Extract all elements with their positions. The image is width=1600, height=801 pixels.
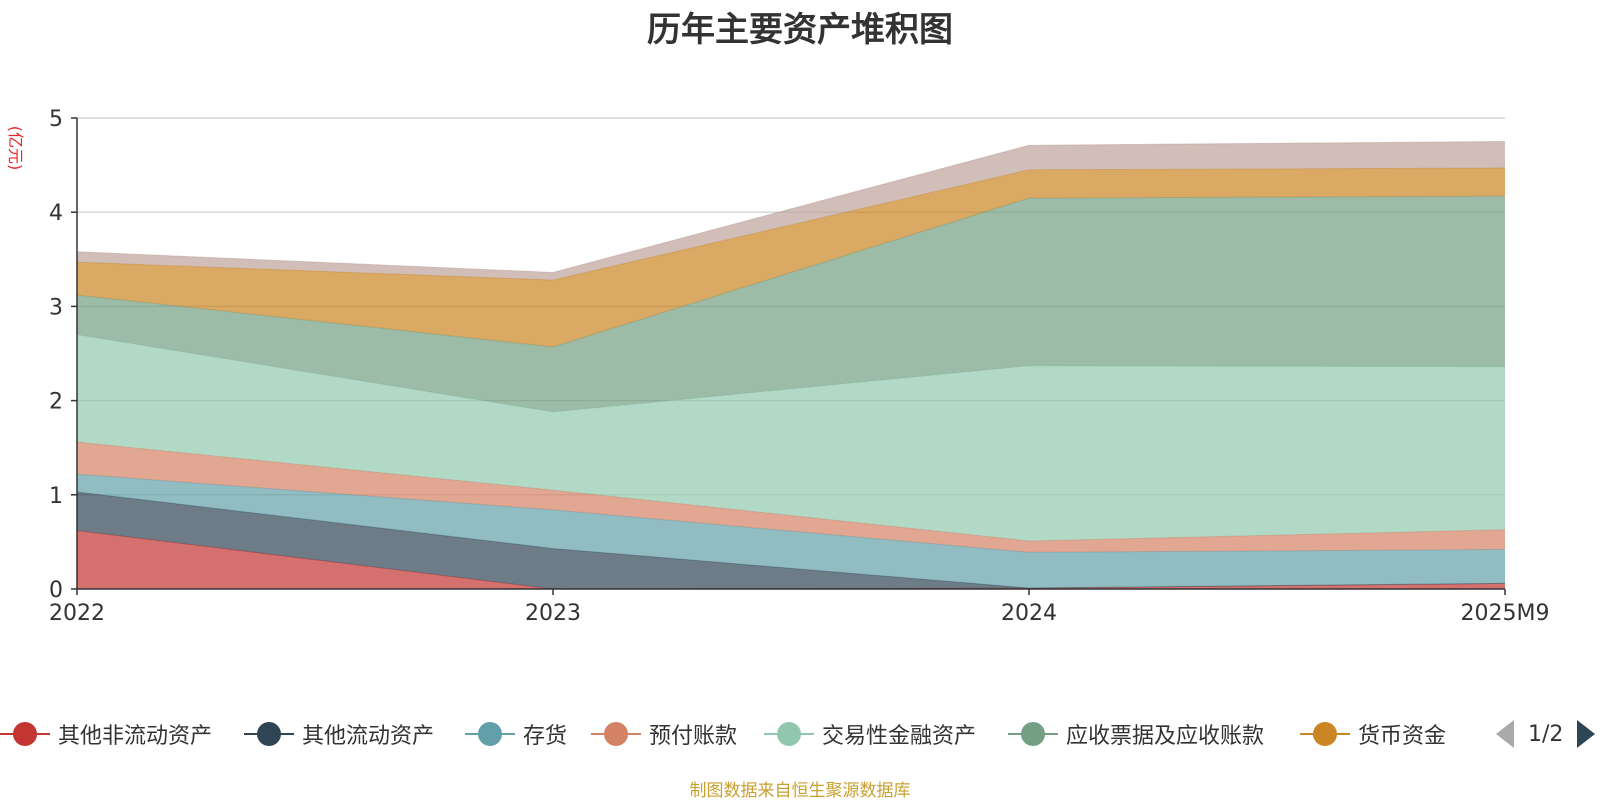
legend-label: 交易性金融资产 <box>822 724 977 749</box>
legend-marker-icon <box>1008 721 1058 747</box>
area-series-4 <box>77 442 1505 553</box>
legend-label: 应收票据及应收账款 <box>1066 724 1265 749</box>
legend-marker-icon <box>465 721 515 747</box>
stacked-area-chart: 0 1 2 3 4 5 2022 2023 2024 2025M9 <box>49 107 1550 626</box>
legend-item[interactable]: 预付账款 <box>591 716 737 752</box>
area-series-5 <box>77 334 1505 541</box>
legend-prev-icon[interactable] <box>1496 720 1514 748</box>
data-source-note: 制图数据来自恒生聚源数据库 <box>689 781 911 801</box>
legend-item[interactable]: 货币资金 <box>1300 716 1446 752</box>
y-tick-label: 3 <box>49 295 63 320</box>
legend-item[interactable]: 其他流动资产 <box>244 716 434 752</box>
legend-marker-icon <box>244 721 294 747</box>
legend-label: 存货 <box>523 724 568 749</box>
y-tick-label: 1 <box>49 484 63 509</box>
legend-item[interactable]: 应收票据及应收账款 <box>1008 716 1264 752</box>
legend-label: 其他非流动资产 <box>58 724 213 749</box>
y-tick-label: 0 <box>49 578 63 603</box>
x-tick-label: 2022 <box>49 601 105 626</box>
area-series-1 <box>77 530 1505 589</box>
legend-marker-icon <box>0 721 50 747</box>
chart-title: 历年主要资产堆积图 <box>647 10 953 50</box>
legend-item[interactable]: 存货 <box>465 716 567 752</box>
legend-marker-icon <box>1300 721 1350 747</box>
area-series-2 <box>77 491 1505 589</box>
legend-label: 货币资金 <box>1358 724 1447 749</box>
area-series-6 <box>77 196 1505 412</box>
legend-page-indicator: 1/2 <box>1528 721 1564 747</box>
x-tick-label: 2023 <box>525 601 581 626</box>
y-tick-label: 2 <box>49 390 63 415</box>
x-tick-label: 2025M9 <box>1461 601 1550 626</box>
legend: 其他非流动资产 其他流动资产 存货 预付账款 交易性金融资产 应收票据及应收账款 货币资金 <box>0 716 1600 752</box>
legend-next-icon[interactable] <box>1577 720 1596 748</box>
area-edge-series-8 <box>76 141 1506 273</box>
legend-label: 预付账款 <box>649 724 738 749</box>
area-series-7 <box>77 167 1505 347</box>
area-edge-series-5 <box>76 334 1506 413</box>
y-tick-label: 5 <box>49 107 63 132</box>
y-tick-label: 4 <box>49 201 63 226</box>
x-tick-label: 2024 <box>1001 601 1057 626</box>
area-series-8 <box>77 141 1505 281</box>
legend-pager: 1/2 <box>1496 716 1596 752</box>
legend-item[interactable]: 其他非流动资产 <box>0 716 212 752</box>
legend-item[interactable]: 交易性金融资产 <box>764 716 976 752</box>
legend-label: 其他流动资产 <box>302 724 435 749</box>
legend-marker-icon <box>764 721 814 747</box>
legend-marker-icon <box>591 721 641 747</box>
